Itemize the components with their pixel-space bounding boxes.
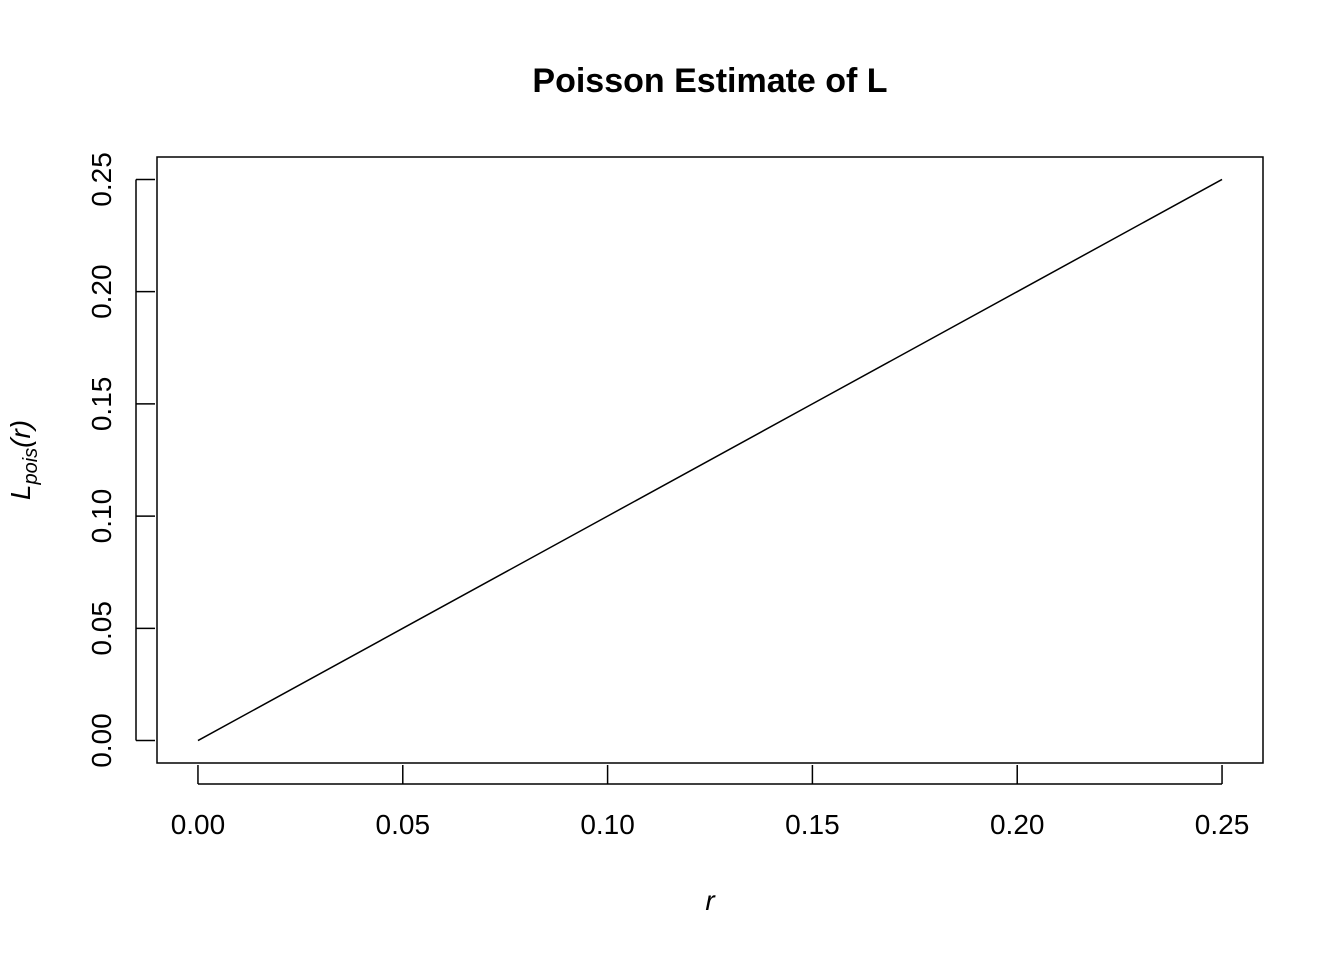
series-line [197, 178, 1223, 742]
y-axis: 0.00 0.05 0.10 0.15 0.20 0.25 [86, 152, 155, 768]
plot-frame [156, 156, 1264, 764]
x-tick-label: 0.25 [1195, 809, 1250, 840]
y-tick-label: 0.00 [86, 713, 117, 768]
x-tick-label: 0.05 [376, 809, 431, 840]
x-axis: 0.00 0.05 0.10 0.15 0.20 0.25 [171, 765, 1250, 840]
y-tick-label: 0.10 [86, 489, 117, 544]
x-tick-label: 0.15 [785, 809, 840, 840]
y-tick-label: 0.20 [86, 264, 117, 319]
x-tick-label: 0.10 [580, 809, 635, 840]
x-axis-label: r [705, 885, 716, 916]
y-axis-label-base: L [5, 485, 36, 501]
x-tick-label: 0.00 [171, 809, 226, 840]
chart-title: Poisson Estimate of L [532, 62, 887, 100]
x-tick-label: 0.20 [990, 809, 1045, 840]
y-axis-label-argument: (r) [5, 420, 36, 448]
y-tick-label: 0.25 [86, 152, 117, 207]
series-layer [197, 178, 1223, 742]
y-axis-label-subscript: pois [20, 448, 42, 486]
y-axis-label: Lpois(r) [5, 420, 42, 500]
y-tick-label: 0.15 [86, 377, 117, 432]
y-tick-label: 0.05 [86, 601, 117, 656]
